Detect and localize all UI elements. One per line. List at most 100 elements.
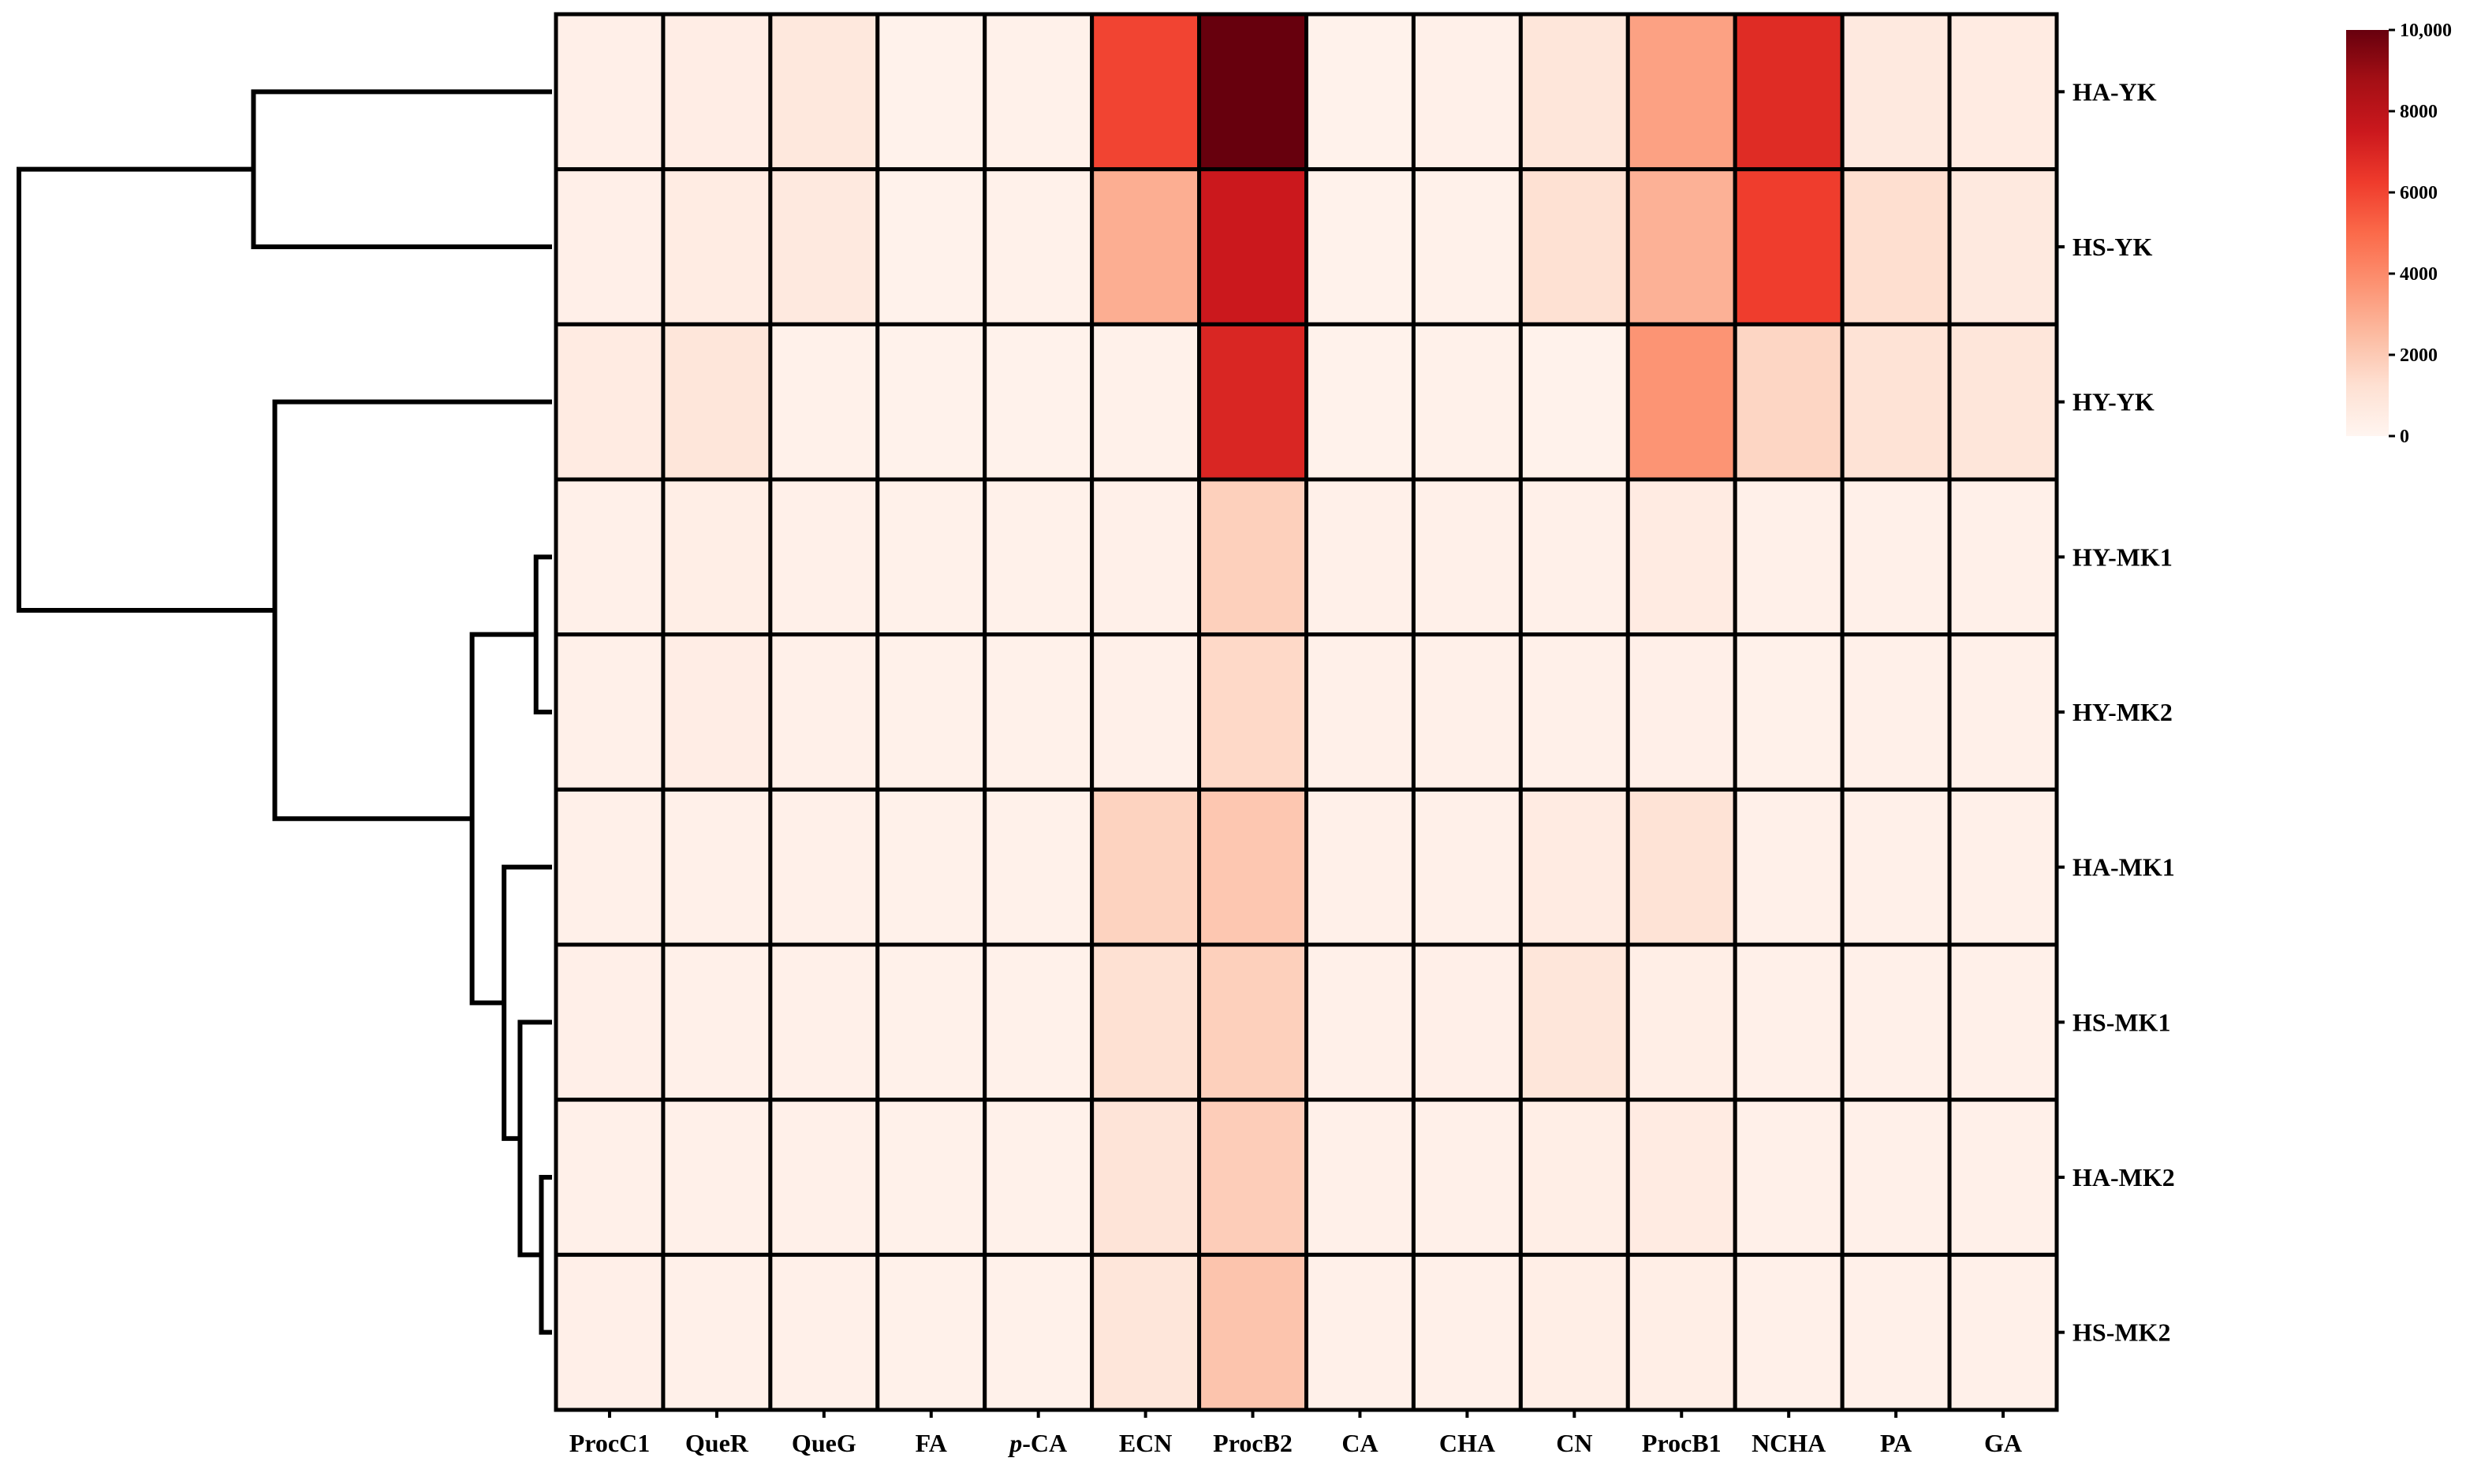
- row-label: HY-YK: [2072, 388, 2154, 416]
- colorbar-tick-label: 4000: [2400, 264, 2438, 285]
- heatmap-cell-ha-mk1-pa: [1840, 787, 1952, 947]
- colorbar-tick-label: 10,000: [2400, 21, 2452, 41]
- heatmap-cell-hy-mk2-quer: [661, 632, 773, 792]
- heatmap-cell-ha-yk-cha: [1411, 12, 1523, 172]
- heatmap-cell-hs-yk-procc1: [554, 167, 666, 326]
- column-label: FA: [916, 1429, 947, 1457]
- heatmap-cell-hs-yk-cn: [1518, 167, 1630, 326]
- heatmap-cell-hs-mk1-ga: [1947, 942, 2059, 1102]
- column-label: CHA: [1439, 1429, 1495, 1457]
- heatmap-cell-ha-mk1-cn: [1518, 787, 1630, 947]
- heatmap-cell-hy-yk-ga: [1947, 322, 2059, 482]
- heatmap-cell-hy-mk2-cn: [1518, 632, 1630, 792]
- heatmap-cell-hs-mk1-fa: [875, 942, 987, 1102]
- row-label: HA-YK: [2072, 77, 2157, 106]
- heatmap-cell-hs-mk2-cn: [1518, 1252, 1630, 1412]
- colorbar: 0 2000 4000 6000 8000 10,000: [2346, 21, 2452, 447]
- heatmap-cell-hy-yk-fa: [875, 322, 987, 482]
- heatmap-cell-hs-yk-pa: [1840, 167, 1952, 326]
- heatmap-cell-hs-yk-procb1: [1625, 167, 1737, 326]
- heatmap-cell-ha-mk1-ca: [1304, 787, 1416, 947]
- dendrogram-link: [251, 89, 552, 249]
- heatmap-cell-ha-yk-quer: [661, 12, 773, 172]
- heatmap-cell-ha-mk2-ga: [1947, 1098, 2059, 1257]
- heatmap-cell-hs-mk1-ncha: [1733, 942, 1845, 1102]
- row-labels: HA-YK HS-YK HY-YK HY-MK1 HY-MK2 HA-MK1 HS-MK1 H…: [2057, 77, 2175, 1347]
- heatmap-cell-ha-mk1-ecn: [1090, 787, 1202, 947]
- heatmap-cell-ha-mk2-procb1: [1625, 1098, 1737, 1257]
- heatmap-cell-ha-yk-p-ca: [983, 12, 1095, 172]
- heatmap-cell-ha-mk1-procc1: [554, 787, 666, 947]
- heatmap-cell-ha-mk2-cha: [1411, 1098, 1523, 1257]
- heatmap-cell-ha-yk-cn: [1518, 12, 1630, 172]
- heatmap-cell-hy-mk1-p-ca: [983, 477, 1095, 637]
- heatmap-cell-ha-mk1-fa: [875, 787, 987, 947]
- heatmap-cell-hy-mk2-ga: [1947, 632, 2059, 792]
- heatmap-cell-hy-yk-queg: [768, 322, 880, 482]
- dendrogram-link: [533, 554, 552, 714]
- heatmap-cell-hy-mk1-procc1: [554, 477, 666, 637]
- heatmap-cell-hy-mk2-cha: [1411, 632, 1523, 792]
- heatmap-cell-ha-mk2-fa: [875, 1098, 987, 1257]
- heatmap-cell-hy-mk2-procc1: [554, 632, 666, 792]
- row-dendrogram: [17, 89, 552, 1335]
- heatmap-cell-hy-mk1-cha: [1411, 477, 1523, 637]
- heatmap-cell-hs-mk2-p-ca: [983, 1252, 1095, 1412]
- heatmap-cell-hs-mk1-cha: [1411, 942, 1523, 1102]
- heatmap-cell-hs-yk-fa: [875, 167, 987, 326]
- heatmap-cells: [554, 12, 2059, 1412]
- heatmap-cell-hs-yk-queg: [768, 167, 880, 326]
- row-label: HA-MK1: [2072, 853, 2175, 882]
- heatmap-cell-hy-mk1-ncha: [1733, 477, 1845, 637]
- heatmap-cell-hs-mk2-procb1: [1625, 1252, 1737, 1412]
- heatmap-cell-hs-yk-ncha: [1733, 167, 1845, 326]
- heatmap-cell-hs-mk1-procc1: [554, 942, 666, 1102]
- heatmap-cell-hy-mk2-ca: [1304, 632, 1416, 792]
- heatmap-cell-hs-mk1-queg: [768, 942, 880, 1102]
- heatmap-cell-hy-yk-ecn: [1090, 322, 1202, 482]
- heatmap-cell-hy-mk1-ecn: [1090, 477, 1202, 637]
- colorbar-tick-label: 8000: [2400, 102, 2438, 122]
- heatmap-cell-ha-mk2-queg: [768, 1098, 880, 1257]
- heatmap-cell-hy-mk1-fa: [875, 477, 987, 637]
- heatmap-cell-ha-mk1-p-ca: [983, 787, 1095, 947]
- heatmap-cell-ha-yk-procb1: [1625, 12, 1737, 172]
- heatmap-cell-ha-mk1-procb2: [1197, 787, 1308, 947]
- colorbar-tick-label: 6000: [2400, 183, 2438, 203]
- colorbar-ticks: 0 2000 4000 6000 8000 10,000: [2389, 21, 2452, 447]
- heatmap-cell-hs-mk2-fa: [875, 1252, 987, 1412]
- heatmap-cell-hy-yk-cn: [1518, 322, 1630, 482]
- dendrogram-link: [502, 864, 552, 1141]
- heatmap-cell-hy-yk-procc1: [554, 322, 666, 482]
- heatmap-cell-hs-yk-procb2: [1197, 167, 1308, 326]
- column-label: QueG: [792, 1429, 856, 1457]
- heatmap-cell-hy-yk-procb2: [1197, 322, 1308, 482]
- dendrogram-link: [539, 1175, 552, 1335]
- heatmap-cell-hs-yk-ecn: [1090, 167, 1202, 326]
- heatmap-cell-ha-yk-ca: [1304, 12, 1416, 172]
- heatmap-cell-ha-yk-procc1: [554, 12, 666, 172]
- heatmap-cell-hy-yk-quer: [661, 322, 773, 482]
- heatmap-cell-hs-mk1-procb2: [1197, 942, 1308, 1102]
- heatmap-cell-ha-mk2-quer: [661, 1098, 773, 1257]
- heatmap-cell-hs-mk2-procb2: [1197, 1252, 1308, 1412]
- heatmap-cell-hs-yk-cha: [1411, 167, 1523, 326]
- heatmap-cell-hs-mk1-pa: [1840, 942, 1952, 1102]
- heatmap-cell-hs-mk2-cha: [1411, 1252, 1523, 1412]
- heatmap-cell-ha-mk2-procc1: [554, 1098, 666, 1257]
- column-label: GA: [1984, 1429, 2022, 1457]
- heatmap-cell-hy-yk-ca: [1304, 322, 1416, 482]
- heatmap-cell-hy-yk-ncha: [1733, 322, 1845, 482]
- heatmap-cell-hs-mk2-ga: [1947, 1252, 2059, 1412]
- heatmap-cell-hs-mk1-procb1: [1625, 942, 1737, 1102]
- column-labels: ProcC1 QueR QueG FA p-CA ECN ProcB2 CA CHA CN Proc…: [569, 1410, 2022, 1457]
- heatmap-cell-ha-mk1-ga: [1947, 787, 2059, 947]
- heatmap-cell-hy-mk1-quer: [661, 477, 773, 637]
- heatmap-cell-ha-yk-fa: [875, 12, 987, 172]
- heatmap-cell-hs-mk1-cn: [1518, 942, 1630, 1102]
- colorbar-gradient: [2346, 30, 2389, 436]
- colorbar-tick-label: 2000: [2400, 345, 2438, 366]
- heatmap-cell-hs-mk2-pa: [1840, 1252, 1952, 1412]
- heatmap-cell-hy-mk2-fa: [875, 632, 987, 792]
